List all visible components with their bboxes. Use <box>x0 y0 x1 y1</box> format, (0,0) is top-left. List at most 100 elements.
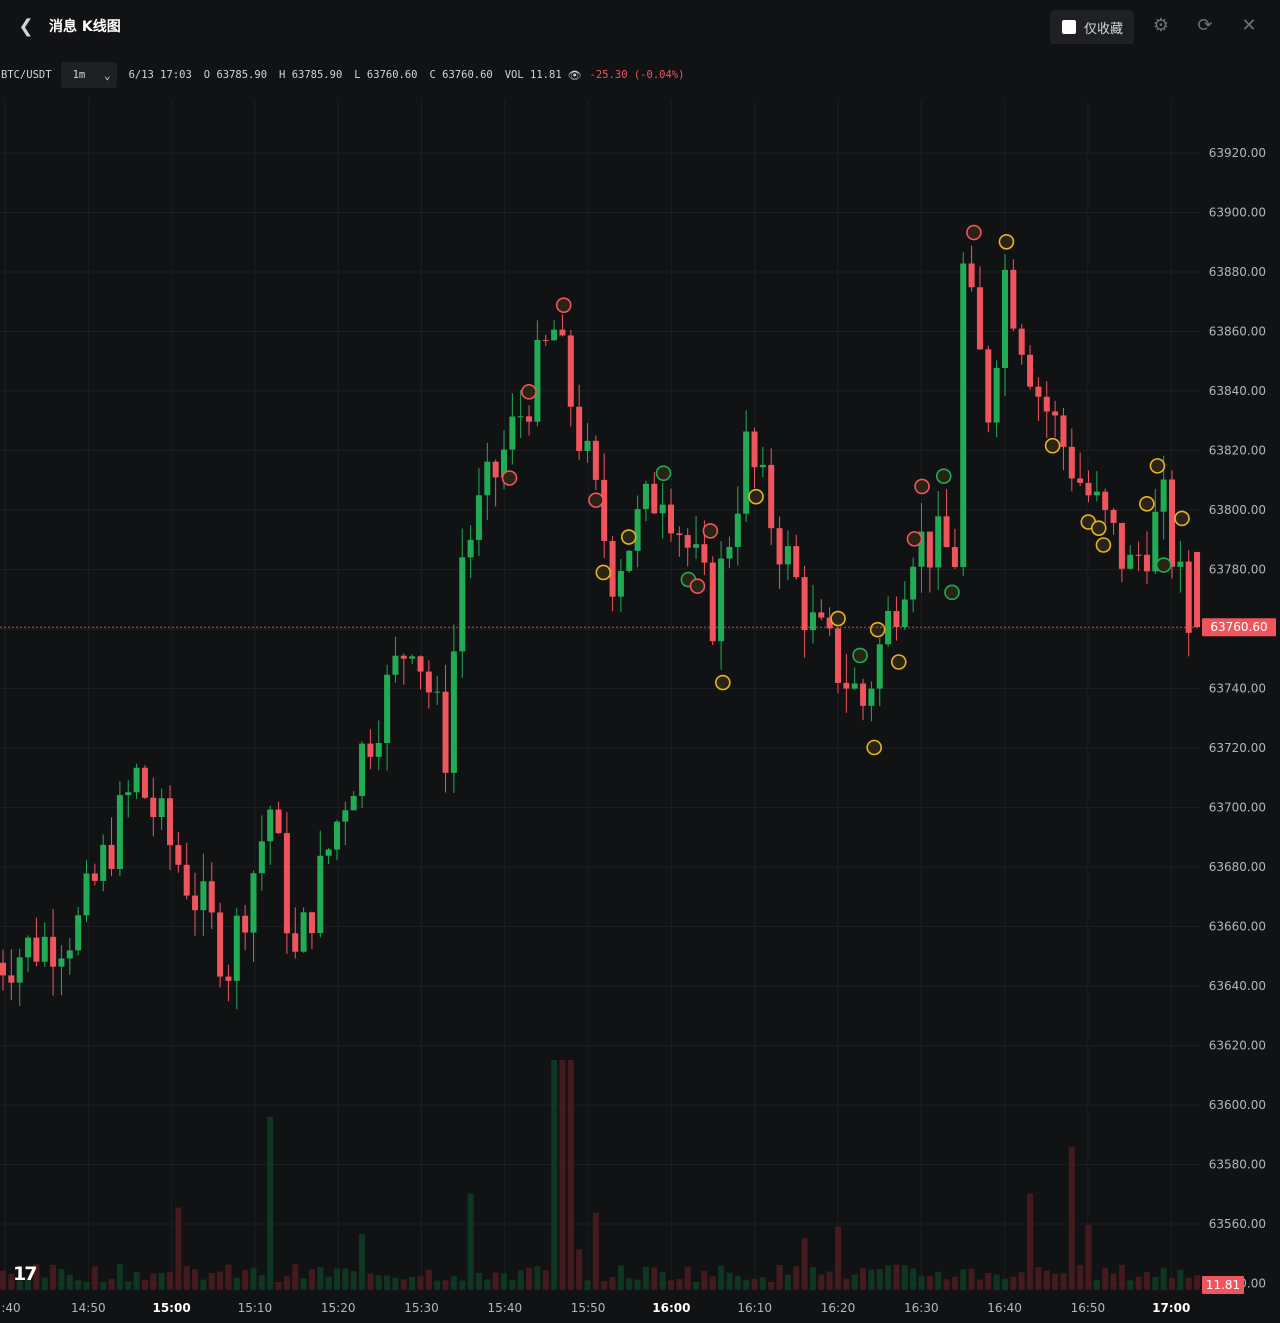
message-marker <box>715 674 731 691</box>
volume-bar <box>442 1280 449 1290</box>
volume-bar <box>826 1271 833 1290</box>
candlestick-chart[interactable]: 63760.60 63920.00 63900.00 63880.00 63860.00… <box>0 100 1280 1323</box>
candle-body <box>425 671 432 693</box>
candle-body <box>1177 561 1184 567</box>
volume-bar <box>275 1281 282 1290</box>
legend-open: 63785.90 <box>216 69 268 81</box>
volume-bar <box>16 1280 23 1290</box>
volume-bar <box>459 1280 466 1290</box>
volume-bar <box>1002 1278 1008 1290</box>
candle-body <box>1169 479 1175 567</box>
volume-bar <box>860 1268 867 1290</box>
candle-body <box>609 540 616 597</box>
candle-body <box>684 535 691 548</box>
x-axis-label: 15:50 <box>571 1301 606 1315</box>
volume-bar <box>108 1278 115 1290</box>
eye-icon[interactable]: 👁 <box>567 68 582 82</box>
volume-bar <box>41 1277 48 1290</box>
volume-bar <box>1110 1273 1117 1290</box>
message-marker <box>1090 520 1107 536</box>
volume-bar <box>25 1277 32 1290</box>
volume-bar <box>50 1264 57 1290</box>
volume-bar <box>1085 1225 1092 1290</box>
volume-bar <box>609 1276 616 1290</box>
volume-bar <box>400 1279 407 1290</box>
favorites-checkbox[interactable] <box>1062 20 1076 34</box>
close-icon[interactable]: ✕ <box>1241 15 1257 36</box>
candle-body <box>409 656 416 659</box>
candle-body <box>300 912 307 952</box>
x-axis-label: 16:50 <box>1071 1301 1106 1315</box>
volume-bar <box>1177 1269 1184 1290</box>
back-arrow-icon[interactable]: ❮ <box>18 16 34 37</box>
candle-body <box>1160 479 1167 512</box>
legend-vol: 11.81 <box>530 69 562 81</box>
favorites-only-toggle[interactable]: 仅收藏 <box>1050 10 1134 44</box>
current-volume-label: 11.81 <box>1206 1278 1240 1292</box>
message-marker <box>966 224 982 241</box>
volume-bar <box>659 1272 666 1290</box>
volume-bar <box>517 1270 524 1290</box>
volume-bar <box>183 1266 190 1290</box>
candle-body <box>258 841 265 874</box>
candle-body <box>66 950 73 959</box>
candle-body <box>793 546 800 578</box>
volume-bar <box>292 1264 299 1290</box>
candle-body <box>851 683 858 689</box>
volume-bar <box>267 1117 274 1290</box>
candle-body <box>492 461 499 478</box>
volume-bar <box>283 1276 290 1290</box>
volume-bar <box>918 1275 925 1290</box>
interval-select[interactable]: 1m ⌄ <box>60 62 117 88</box>
volume-bar <box>901 1265 908 1290</box>
candle-body <box>450 651 457 773</box>
candle-body <box>233 915 240 981</box>
volume-bar <box>208 1272 215 1290</box>
volume-bar <box>417 1275 424 1290</box>
volume-bar <box>141 1279 148 1290</box>
message-marker <box>555 297 572 313</box>
volume-bar <box>1068 1147 1075 1290</box>
volume-bar <box>709 1276 716 1290</box>
legend-low-key: L <box>354 69 361 81</box>
legend-low: 63760.60 <box>366 69 418 81</box>
candle-body <box>41 936 48 962</box>
volume-bar <box>809 1267 816 1290</box>
candle-body <box>442 691 449 773</box>
volume-bar <box>1127 1280 1134 1290</box>
candle-body <box>534 339 541 422</box>
candle-body <box>901 599 908 628</box>
candle-body <box>910 566 917 600</box>
volume-bar <box>1018 1272 1025 1290</box>
y-axis-label: 63680.00 <box>1209 860 1266 874</box>
volume-bar <box>342 1268 349 1290</box>
symbol-label: BTC/USDT <box>1 69 52 81</box>
gear-icon[interactable]: ⚙ <box>1152 15 1170 36</box>
y-axis-label: 63580.00 <box>1209 1158 1266 1172</box>
volume-bar <box>910 1268 917 1290</box>
volume-bar <box>409 1277 416 1290</box>
candle-body <box>943 516 950 548</box>
interval-value: 1m <box>72 69 86 81</box>
candle-body <box>1135 554 1142 556</box>
volume-bar <box>467 1193 474 1290</box>
message-marker <box>866 739 882 756</box>
candle-body <box>125 792 132 796</box>
volume-bar <box>776 1264 783 1290</box>
message-marker <box>998 233 1015 250</box>
x-axis-label: 16:20 <box>821 1301 856 1315</box>
candle-body <box>1118 522 1125 569</box>
volume-bar <box>592 1212 599 1290</box>
y-axis-label: 63840.00 <box>1209 384 1266 398</box>
refresh-icon[interactable]: ⟳ <box>1197 15 1213 36</box>
candle-body <box>208 881 215 913</box>
volume-bar <box>576 1249 583 1290</box>
volume-bar <box>375 1275 382 1290</box>
volume-bar <box>893 1264 900 1290</box>
volume-bar <box>626 1278 633 1290</box>
candle-body <box>801 577 808 631</box>
message-marker <box>1155 557 1172 573</box>
candle-body <box>584 440 591 451</box>
candle-body <box>968 263 975 288</box>
candle-body <box>709 562 716 642</box>
